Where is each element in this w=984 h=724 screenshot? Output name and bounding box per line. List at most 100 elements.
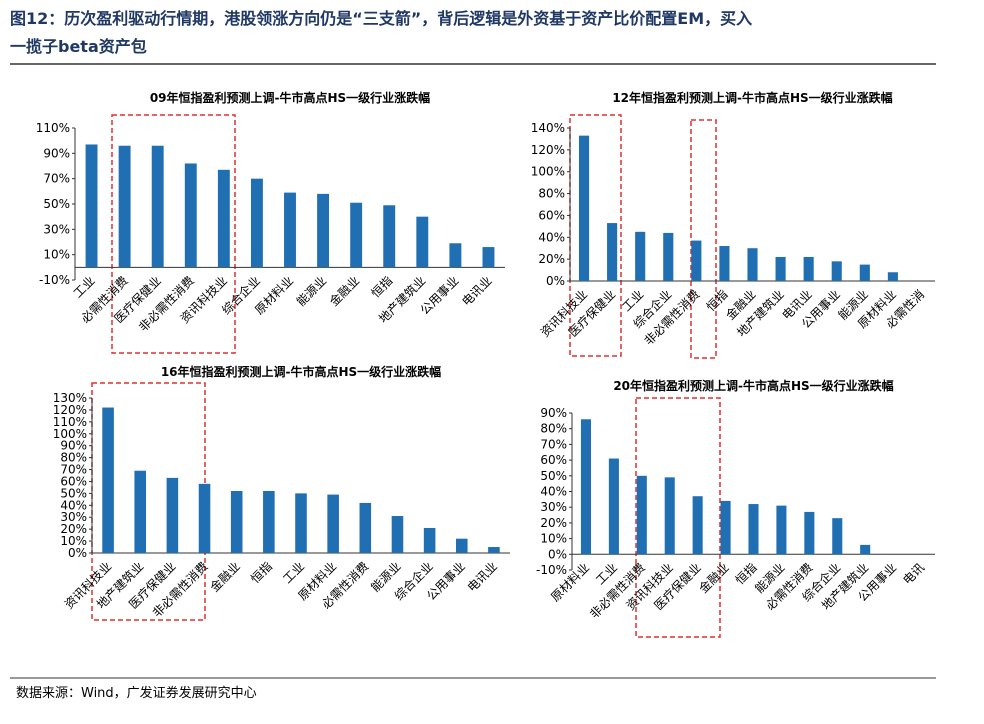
y-tick-label: -10% <box>39 273 70 287</box>
y-tick-label: 30% <box>540 500 567 514</box>
bar <box>748 504 759 555</box>
y-tick-label: 120% <box>53 403 87 417</box>
bar <box>391 516 404 553</box>
bar <box>455 538 468 553</box>
y-tick-label: 0% <box>546 274 565 288</box>
y-tick-label: 70% <box>540 437 567 451</box>
bar <box>85 144 98 268</box>
bar <box>284 192 296 268</box>
bar <box>482 247 495 268</box>
x-tick-label: 金融业 <box>696 560 732 596</box>
bar <box>449 243 462 268</box>
y-tick-label: 70% <box>43 172 70 186</box>
bar <box>118 145 131 268</box>
y-tick-label: 80% <box>540 422 567 436</box>
y-tick-label: 10% <box>43 248 70 262</box>
bar <box>635 231 646 281</box>
bar <box>134 470 147 553</box>
bar <box>350 202 363 268</box>
source: 数据来源：Wind，广发证券发展研究中心 <box>16 685 257 701</box>
y-tick-label: 100% <box>53 427 87 441</box>
y-tick-label: 90% <box>60 439 87 453</box>
bar <box>295 493 307 553</box>
bar <box>327 494 339 553</box>
bar <box>359 502 372 553</box>
chart-title: 16年恒指盈利预测上调-牛市高点HS一级行业涨跌幅 <box>161 364 441 379</box>
y-tick-label: 100% <box>531 165 565 179</box>
y-tick-label: 110% <box>53 415 87 429</box>
chart-title: 20年恒指盈利预测上调-牛市高点HS一级行业涨跌幅 <box>613 378 893 393</box>
bar <box>184 163 197 268</box>
bar <box>217 169 230 268</box>
y-tick-label: 0% <box>548 547 567 561</box>
bar <box>423 527 436 553</box>
y-tick-label: 30% <box>43 222 70 236</box>
x-tick-label: 能源业 <box>294 274 329 309</box>
bar <box>663 232 674 281</box>
bar <box>720 500 731 555</box>
bar <box>804 511 815 555</box>
x-tick-label: 金融业 <box>326 273 362 309</box>
highlight-box <box>111 114 236 354</box>
y-tick-label: 60% <box>540 453 567 467</box>
x-tick-label: 工业 <box>280 559 307 586</box>
y-tick-label: 60% <box>538 208 565 222</box>
y-tick-label: -10% <box>536 563 567 577</box>
y-tick-label: 130% <box>53 391 87 405</box>
bar <box>747 248 758 281</box>
y-tick-label: 10% <box>60 534 87 548</box>
page-title: 一揽子beta资产包 <box>10 37 147 56</box>
bar <box>230 491 243 553</box>
y-tick-label: 110% <box>36 121 70 135</box>
y-tick-label: 50% <box>540 469 567 483</box>
bar <box>860 544 871 555</box>
bar <box>803 256 814 281</box>
bar <box>775 256 786 281</box>
bar <box>691 240 702 281</box>
bar <box>607 223 618 281</box>
y-tick-label: 120% <box>531 143 565 157</box>
y-tick-label: 40% <box>60 498 87 512</box>
y-tick-label: 50% <box>60 486 87 500</box>
page-title: 图12：历次盈利驱动行情期，港股领涨方向仍是“三支箭”，背后逻辑是外资基于资产比… <box>10 9 752 28</box>
bar <box>692 496 703 555</box>
y-tick-label: 20% <box>540 516 567 530</box>
y-tick-label: 80% <box>60 451 87 465</box>
bar <box>831 261 842 281</box>
x-tick-label: 恒指 <box>368 273 396 301</box>
bar <box>151 145 164 268</box>
bar <box>198 483 211 553</box>
y-tick-label: 60% <box>60 474 87 488</box>
bar <box>776 505 787 555</box>
highlight-box <box>91 382 206 621</box>
bar <box>263 491 275 553</box>
x-tick-label: 恒指 <box>247 559 275 587</box>
bar <box>859 264 870 281</box>
highlight-box <box>690 119 717 359</box>
x-tick-label: 电讯业 <box>465 559 500 594</box>
y-tick-label: 30% <box>60 510 87 524</box>
bar <box>102 407 114 553</box>
y-tick-label: 80% <box>538 187 565 201</box>
chart-title: 12年恒指盈利预测上调-牛市高点HS一级行业涨跌幅 <box>612 90 892 105</box>
bar <box>580 419 591 555</box>
y-tick-label: 90% <box>43 146 70 160</box>
y-tick-label: 40% <box>538 230 565 244</box>
y-tick-label: 90% <box>540 406 567 420</box>
bar <box>317 193 330 268</box>
x-tick-label: 电讯业 <box>459 274 494 309</box>
y-tick-label: 0% <box>68 546 87 560</box>
y-tick-label: 140% <box>531 121 565 135</box>
chart-title: 09年恒指盈利预测上调-牛市高点HS一级行业涨跌幅 <box>150 90 430 105</box>
bar <box>488 547 500 553</box>
y-tick-label: 20% <box>60 522 87 536</box>
bar <box>887 272 898 281</box>
bar <box>416 216 429 268</box>
y-tick-label: 50% <box>43 197 70 211</box>
bar <box>250 178 263 268</box>
bar <box>832 518 843 555</box>
bar <box>664 477 675 555</box>
y-tick-label: 10% <box>540 532 567 546</box>
y-tick-label: 70% <box>60 463 87 477</box>
